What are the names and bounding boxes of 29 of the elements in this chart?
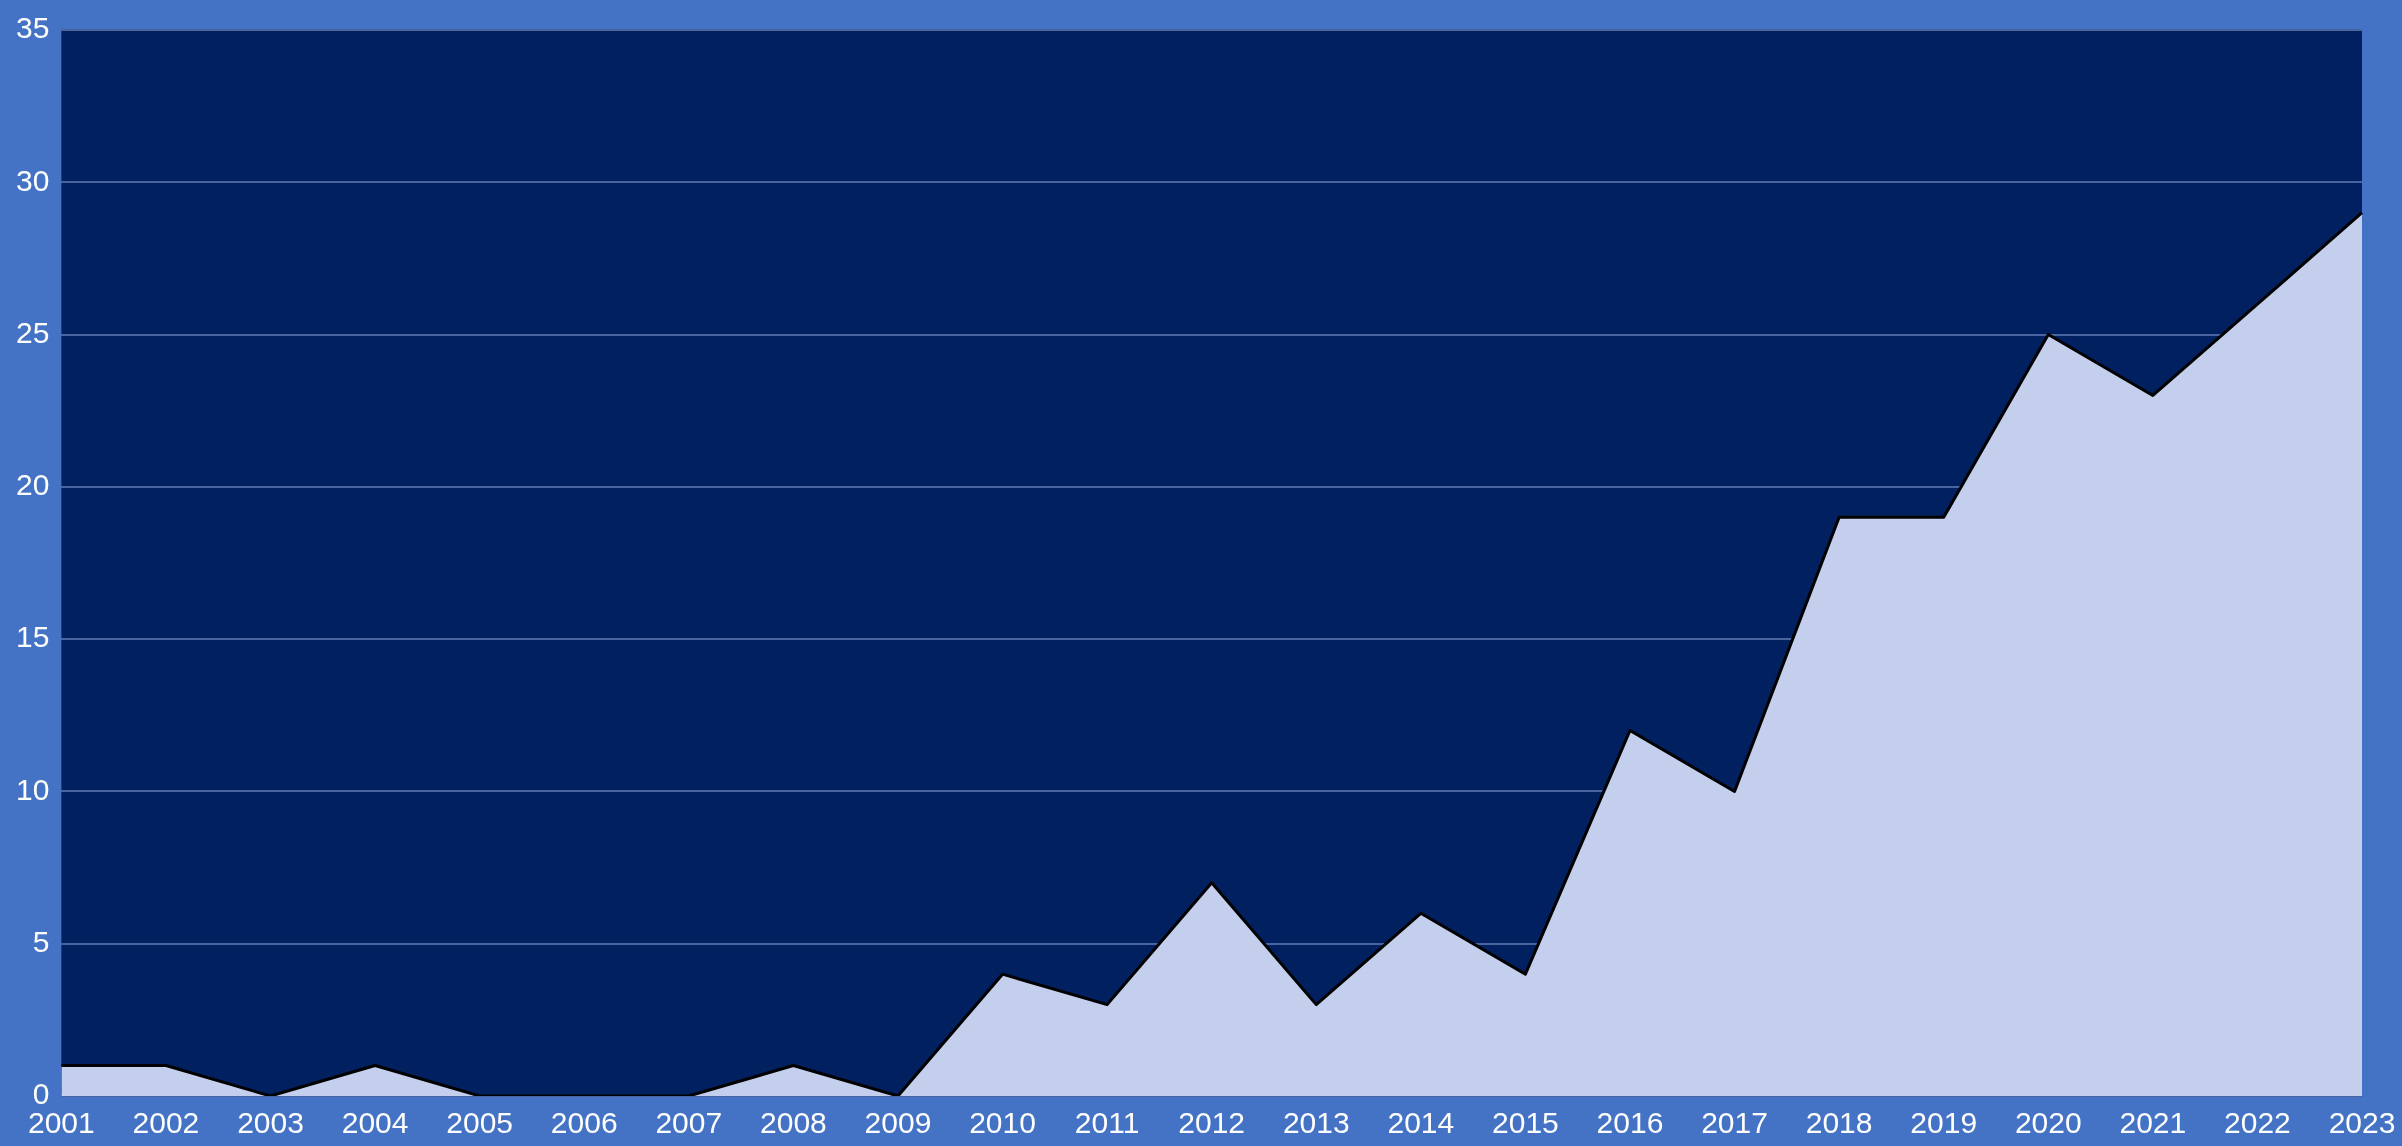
x-tick-label: 2020	[2014, 1106, 2082, 1140]
x-tick-label: 2017	[1701, 1106, 1768, 1140]
x-tick-label: 2013	[1282, 1106, 1350, 1140]
x-tick-label: 2015	[1492, 1106, 1559, 1140]
x-tick-label: 2021	[2119, 1106, 2187, 1140]
y-tick-label: 20	[15, 468, 50, 502]
y-tick-label: 35	[15, 11, 50, 45]
x-tick-label: 2007	[655, 1106, 723, 1140]
y-tick-label: 25	[15, 315, 50, 349]
x-tick-label: 2003	[237, 1106, 304, 1140]
y-tick-label: 5	[32, 924, 50, 958]
y-tick-label: 30	[15, 163, 50, 197]
x-tick-label: 2008	[760, 1106, 827, 1140]
y-tick-label: 15	[15, 620, 50, 654]
y-tick-label: 10	[15, 772, 50, 806]
x-tick-label: 2019	[1910, 1106, 1978, 1140]
x-tick-label: 2022	[2224, 1106, 2291, 1140]
x-tick-label: 2002	[132, 1106, 200, 1140]
x-tick-label: 2005	[446, 1106, 514, 1140]
x-tick-label: 2004	[341, 1106, 409, 1140]
x-tick-label: 2011	[1074, 1106, 1140, 1140]
x-tick-label: 2023	[2328, 1106, 2396, 1140]
x-tick-label: 2012	[1178, 1106, 1246, 1140]
x-tick-label: 2006	[550, 1106, 618, 1140]
x-tick-label: 2018	[1805, 1106, 1873, 1140]
x-tick-label: 2010	[969, 1106, 1036, 1140]
x-tick-label: 2014	[1387, 1106, 1455, 1140]
x-tick-label: 2016	[1596, 1106, 1664, 1140]
x-tick-label: 2009	[864, 1106, 932, 1140]
